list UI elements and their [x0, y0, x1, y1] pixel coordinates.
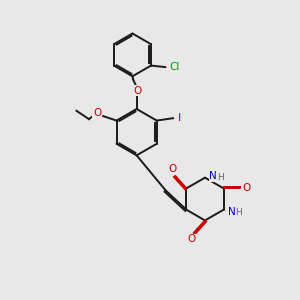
Text: O: O — [169, 164, 177, 174]
Text: O: O — [133, 85, 141, 96]
Text: O: O — [242, 183, 250, 193]
Text: O: O — [93, 108, 101, 118]
Text: I: I — [178, 112, 181, 123]
Text: O: O — [187, 235, 195, 244]
Text: N: N — [209, 171, 217, 181]
Text: N: N — [228, 207, 236, 217]
Text: H: H — [236, 208, 242, 217]
Text: H: H — [217, 172, 224, 182]
Text: Cl: Cl — [169, 62, 179, 72]
